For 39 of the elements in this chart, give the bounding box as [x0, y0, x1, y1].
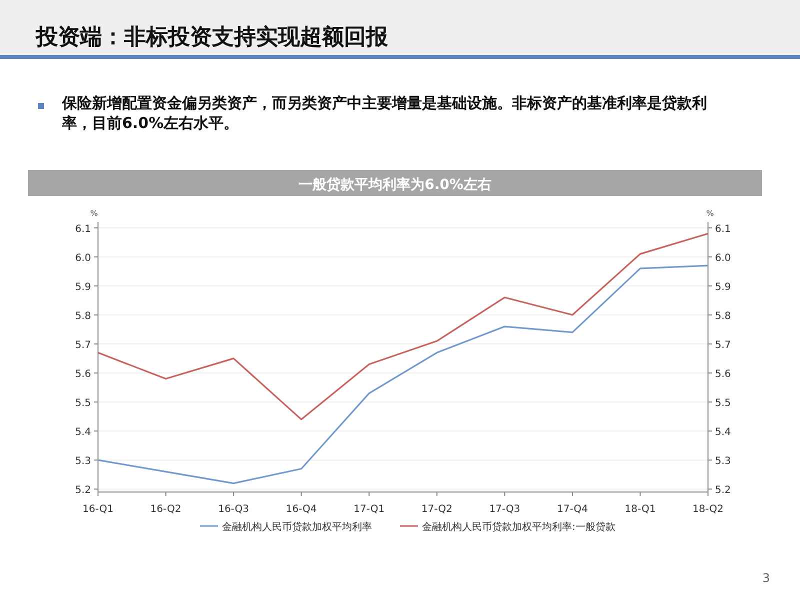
x-tick-label: 17-Q4 [556, 504, 588, 515]
y-tick-label: 5.5 [75, 398, 91, 409]
y-tick-label: 5.3 [75, 456, 91, 468]
y-tick-label: 6.1 [75, 224, 91, 235]
line-series [97, 264, 709, 484]
x-tick-label: 17-Q3 [489, 504, 520, 515]
y2-tick-label: 6.1 [715, 224, 731, 235]
y2-tick-label: 5.6 [715, 368, 731, 380]
chart-title: 投资端：非标投资支持实现超额回报 [35, 24, 389, 50]
x-tick-label: 17-Q2 [421, 504, 452, 515]
y2-tick-label: 5.7 [715, 340, 731, 351]
x-tick-label: 16-Q1 [82, 504, 114, 515]
legend-label: 金融机构人民币贷款加权平均利率 [222, 521, 372, 533]
y-tick-label: 5.9 [75, 282, 91, 293]
x-tick-label: 18-Q2 [692, 504, 724, 515]
y-tick-label: 5.6 [75, 368, 91, 380]
x-tick-label: 16-Q2 [150, 504, 182, 515]
x-tick-label: 17-Q1 [354, 504, 385, 515]
x-tick-label: 16-Q3 [218, 504, 250, 515]
x-tick-label: 16-Q4 [286, 504, 317, 515]
y2-tick-label: 5.4 [715, 427, 731, 438]
y-tick-label: 5.2 [75, 485, 91, 496]
y-tick-label: 5.7 [75, 340, 91, 351]
y2-tick-label: 5.3 [715, 456, 731, 468]
y2-tick-label: 6.0 [715, 252, 731, 264]
y2-tick-label: 5.5 [715, 398, 731, 409]
y2-tick-label: 5.8 [715, 310, 731, 322]
y2-axis-title: % [706, 209, 714, 218]
y-tick-label: 5.4 [75, 427, 91, 438]
text: 3 [762, 571, 770, 585]
line-series [97, 232, 709, 420]
y-tick-label: 6.0 [75, 252, 91, 264]
x-tick-label: 18-Q1 [624, 504, 656, 515]
y-axis-title: % [90, 209, 98, 218]
y2-tick-label: 5.2 [715, 485, 731, 496]
legend-label: 金融机构人民币贷款加权平均利率:一般贷款 [422, 521, 616, 533]
y2-tick-label: 5.9 [715, 282, 731, 293]
y-tick-label: 5.8 [75, 310, 91, 322]
text: 一般贷款平均利率为6.0%左右 [298, 176, 492, 193]
